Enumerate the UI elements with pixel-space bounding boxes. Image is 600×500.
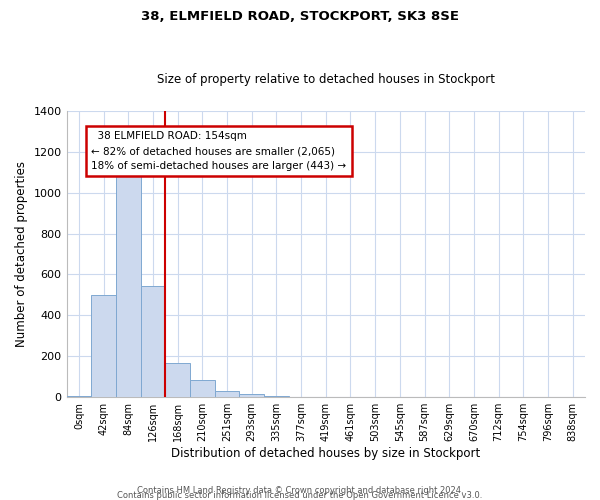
Title: Size of property relative to detached houses in Stockport: Size of property relative to detached ho… bbox=[157, 73, 495, 86]
Bar bbox=[116, 162, 140, 397]
Bar bbox=[165, 364, 190, 397]
X-axis label: Distribution of detached houses by size in Stockport: Distribution of detached houses by size … bbox=[171, 447, 481, 460]
Text: Contains HM Land Registry data © Crown copyright and database right 2024.: Contains HM Land Registry data © Crown c… bbox=[137, 486, 463, 495]
Bar bbox=[190, 380, 215, 397]
Bar bbox=[140, 286, 165, 397]
Text: 38, ELMFIELD ROAD, STOCKPORT, SK3 8SE: 38, ELMFIELD ROAD, STOCKPORT, SK3 8SE bbox=[141, 10, 459, 23]
Text: Contains public sector information licensed under the Open Government Licence v3: Contains public sector information licen… bbox=[118, 491, 482, 500]
Bar bbox=[264, 396, 289, 397]
Y-axis label: Number of detached properties: Number of detached properties bbox=[15, 161, 28, 347]
Bar bbox=[215, 392, 239, 397]
Text: 38 ELMFIELD ROAD: 154sqm
← 82% of detached houses are smaller (2,065)
18% of sem: 38 ELMFIELD ROAD: 154sqm ← 82% of detach… bbox=[91, 131, 346, 171]
Bar bbox=[91, 295, 116, 397]
Bar bbox=[289, 396, 313, 397]
Bar bbox=[239, 394, 264, 397]
Bar bbox=[67, 396, 91, 397]
